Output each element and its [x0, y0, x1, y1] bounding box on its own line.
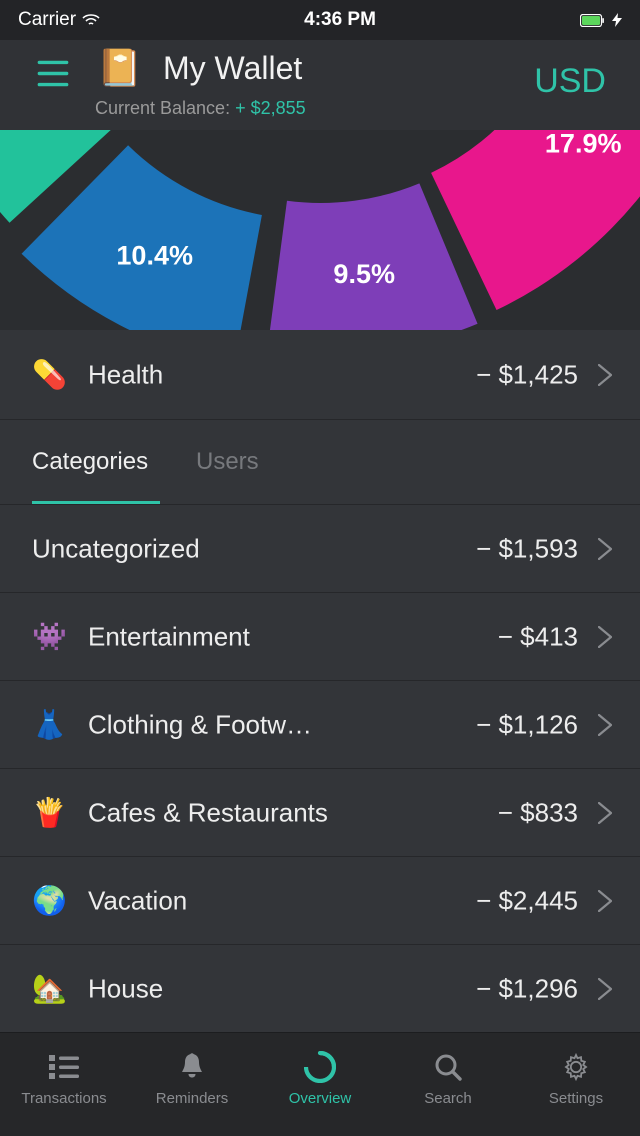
svg-text:17.9%: 17.9%: [545, 129, 622, 159]
svg-text:10.4%: 10.4%: [116, 241, 193, 271]
svg-text:9.5%: 9.5%: [333, 259, 395, 289]
